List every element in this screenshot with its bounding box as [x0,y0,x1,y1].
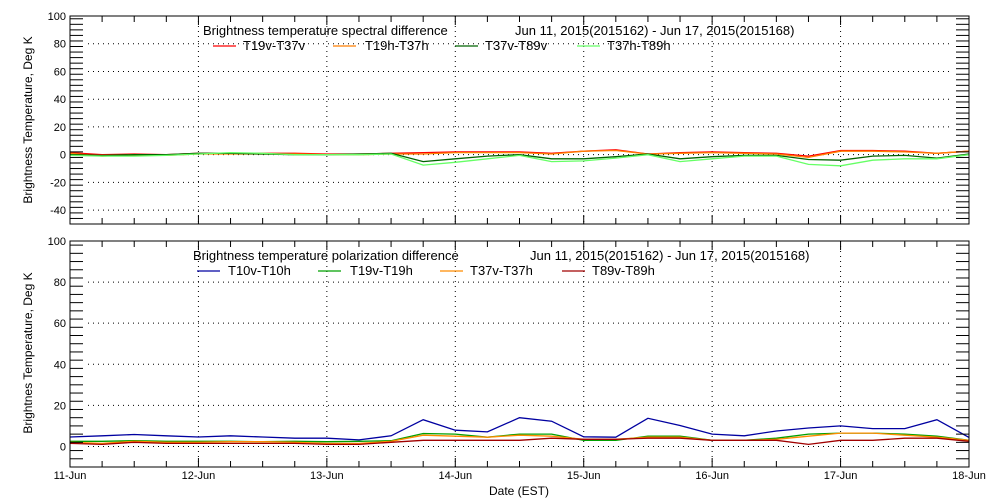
x-tick-label: 11-Jun [54,470,87,482]
panel-title: Brightness temperature polarization diff… [193,248,459,263]
y-axis-title: Brightness Temperature, Deg K [21,36,35,203]
x-tick-label: 13-Jun [310,470,344,482]
panel-title: Brightness temperature spectral differen… [203,23,448,38]
spectral-difference-panel: Brightness temperature spectral differen… [21,11,970,225]
x-tick-label: 15-Jun [567,470,601,482]
x-tick-label: 17-Jun [824,470,858,482]
y-tick-label: 40 [54,94,66,106]
legend-label: T19v-T19h [350,263,413,278]
y-tick-label: -20 [50,177,66,189]
panel-date-range: Jun 11, 2015(2015162) - Jun 17, 2015(201… [530,248,809,263]
legend-label: T10v-T10h [228,263,291,278]
y-tick-label: -40 [50,205,66,217]
series-line-t10v-t10h [69,417,970,441]
y-tick-label: 100 [48,11,66,23]
series-line-t89v-t89h [69,437,970,446]
x-axis-title: Date (EST) [489,484,549,498]
y-tick-label: 80 [54,39,66,51]
x-tick-label: 16-Jun [695,470,729,482]
legend-label: T37h-T89h [607,38,671,53]
y-tick-label: 20 [54,122,66,134]
legend-label: T37v-T37h [470,263,533,278]
y-tick-label: 0 [60,441,66,453]
legend-label: T19h-T37h [365,38,429,53]
polarization-difference-panel: Brightness temperature polarization diff… [21,236,986,498]
series-line-t37v-t37h [69,432,970,445]
panel-date-range: Jun 11, 2015(2015162) - Jun 17, 2015(201… [515,23,794,38]
y-tick-label: 20 [54,400,66,412]
x-tick-label: 14-Jun [438,470,472,482]
y-tick-label: 80 [54,277,66,289]
y-tick-label: 60 [54,66,66,78]
y-tick-label: 0 [60,150,66,162]
series-line-t37h-t89h [69,151,970,167]
y-tick-label: 40 [54,359,66,371]
series-line-t19h-t37h [69,149,970,159]
x-tick-label: 18-Jun [952,470,986,482]
legend-label: T89v-T89h [592,263,655,278]
y-tick-label: 60 [54,318,66,330]
x-tick-label: 12-Jun [182,470,216,482]
legend-label: T37v-T89v [485,38,548,53]
y-tick-label: 100 [48,236,66,248]
y-axis-title: Brightnes Temperature, Deg K [21,272,35,433]
legend-label: T19v-T37v [243,38,306,53]
